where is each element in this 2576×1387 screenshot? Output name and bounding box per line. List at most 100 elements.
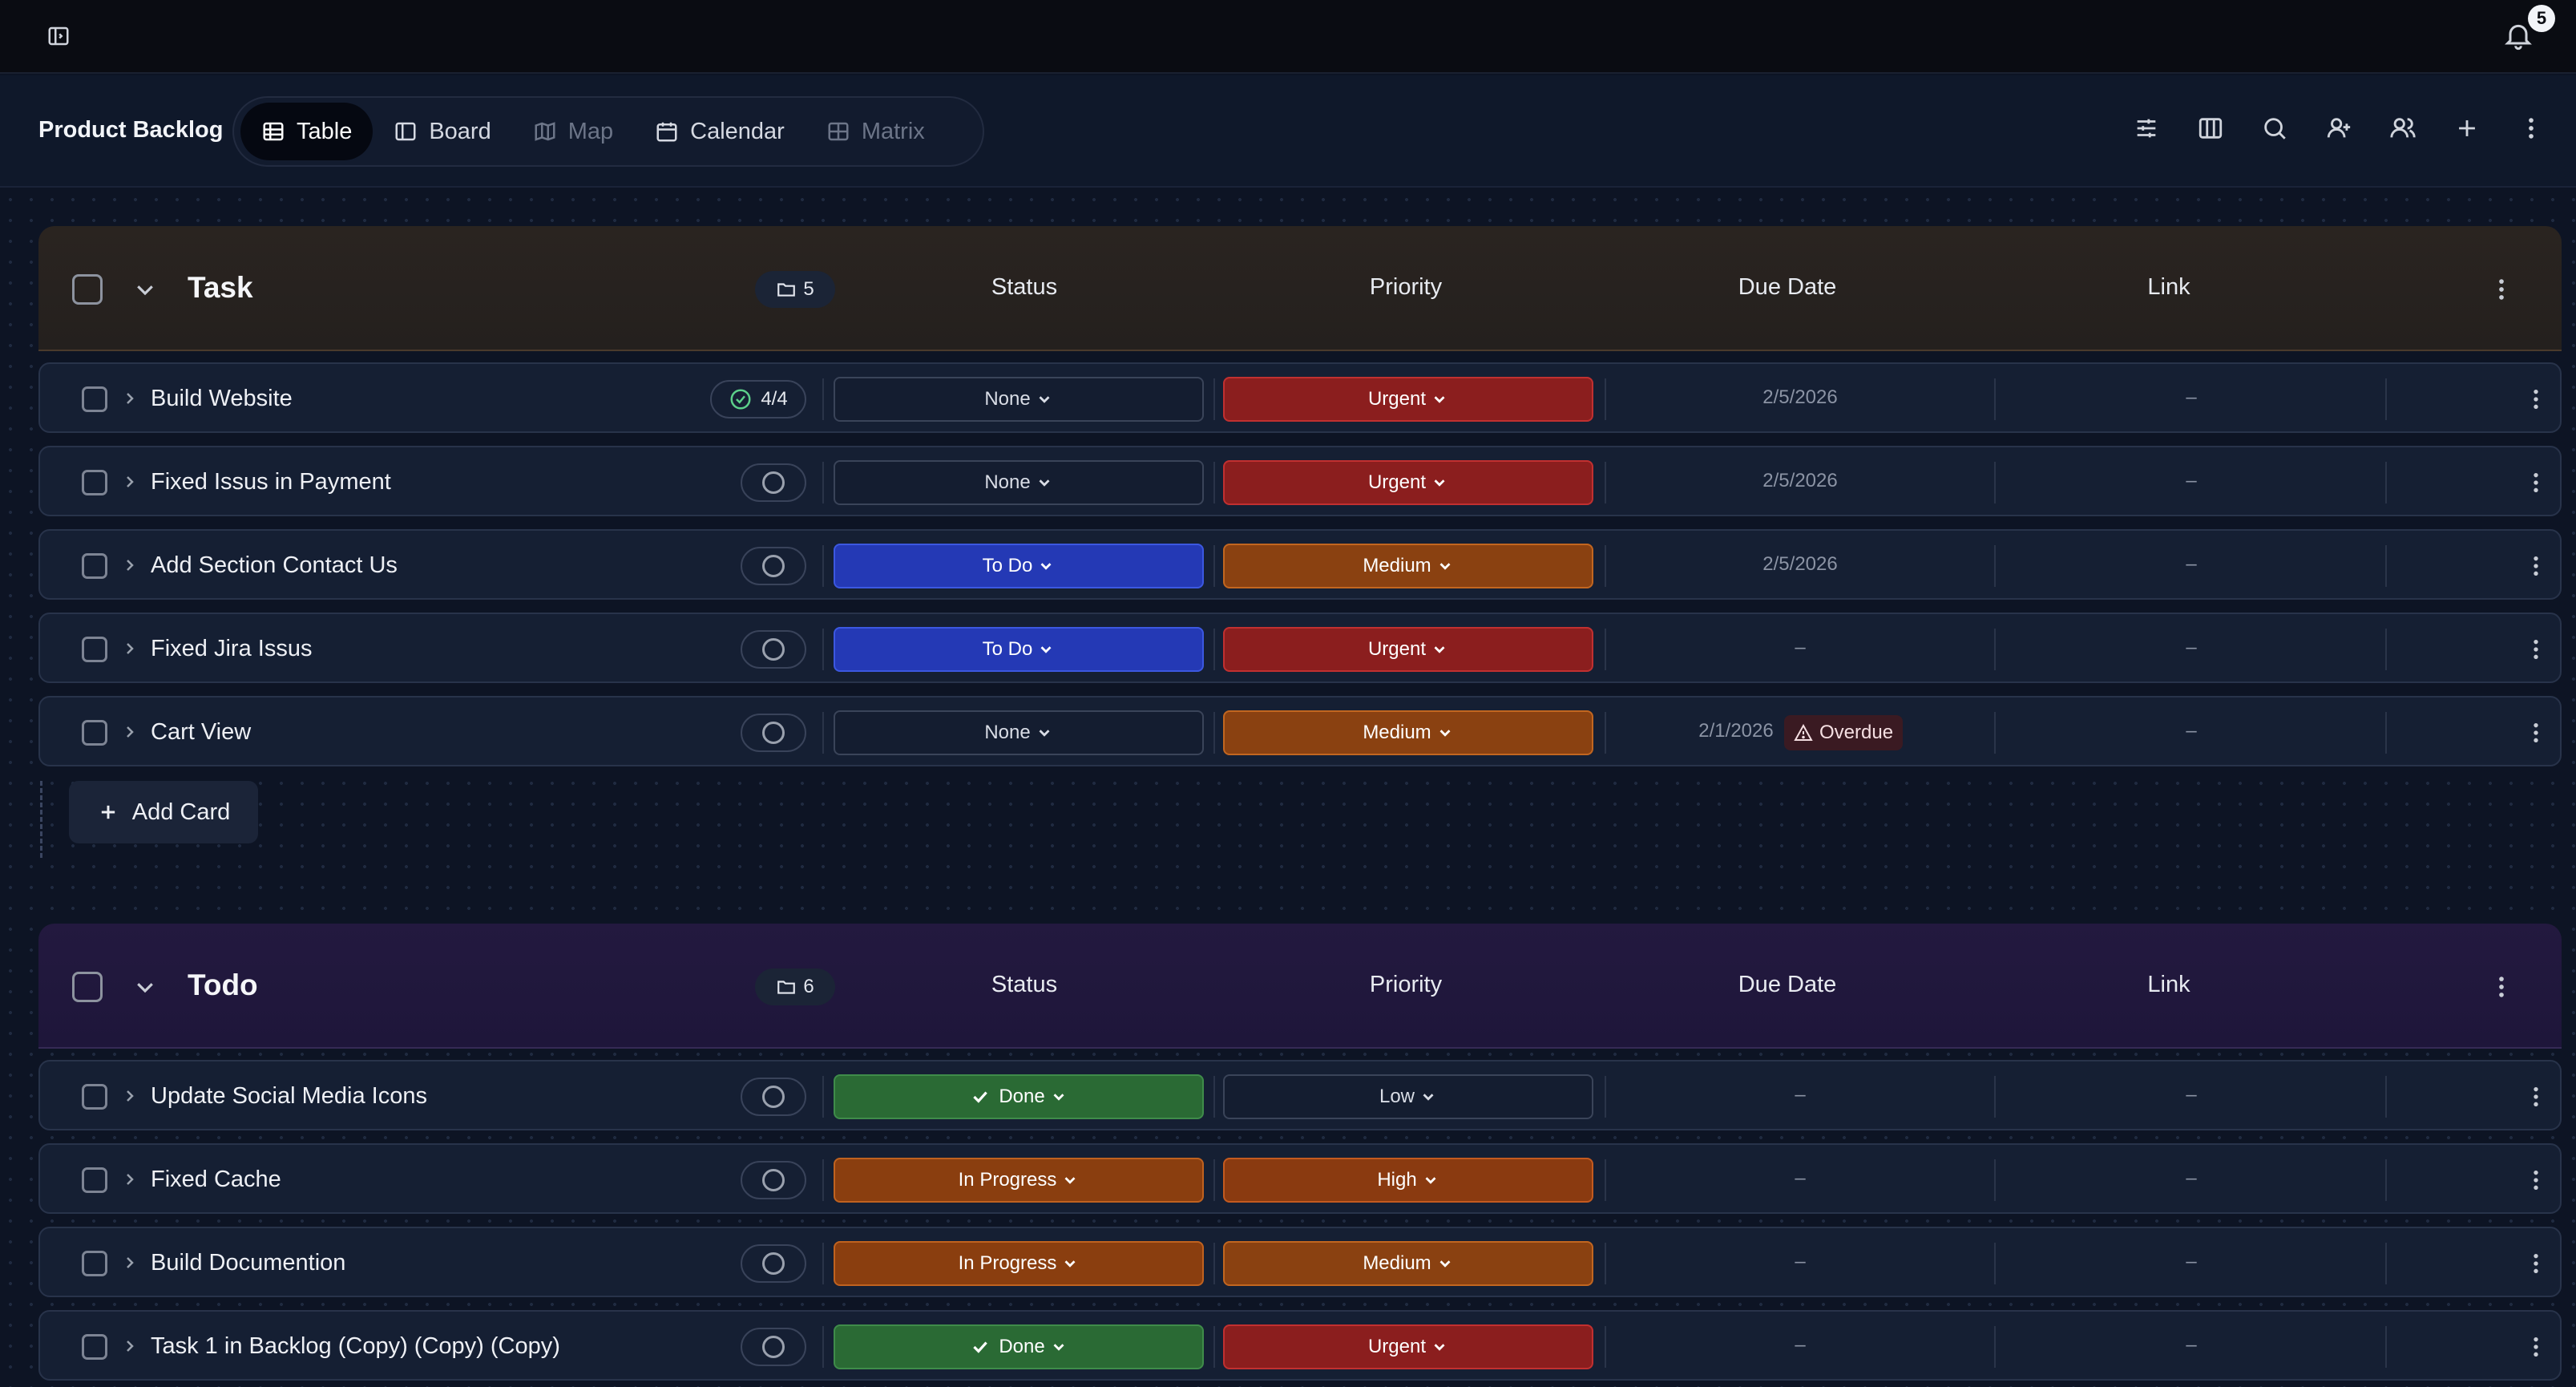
link-value[interactable]: –	[2186, 1251, 2197, 1272]
column-header-due-date[interactable]: Due Date	[1738, 274, 1837, 300]
link-value[interactable]: –	[2186, 720, 2197, 742]
table-row[interactable]: Cart View None Medium 2/1/2026 Overdue –	[38, 696, 2562, 766]
link-value[interactable]: –	[2186, 470, 2197, 491]
priority-select[interactable]: High	[1223, 1158, 1593, 1203]
row-checkbox[interactable]	[82, 1334, 107, 1360]
status-select[interactable]: In Progress	[834, 1158, 1204, 1203]
priority-select[interactable]: Medium	[1223, 544, 1593, 588]
more-vertical-icon[interactable]	[2523, 1167, 2549, 1193]
link-value[interactable]: –	[2186, 637, 2197, 658]
table-row[interactable]: Build Documention In Progress Medium – –	[38, 1227, 2562, 1297]
subtask-progress[interactable]	[741, 1078, 806, 1116]
columns-icon[interactable]	[2194, 112, 2227, 144]
status-select[interactable]: None	[834, 377, 1204, 422]
tab-calendar[interactable]: Calendar	[634, 103, 806, 160]
row-title[interactable]: Build Documention	[151, 1250, 346, 1276]
chevron-down-icon[interactable]	[133, 277, 157, 301]
column-header-priority[interactable]: Priority	[1369, 972, 1443, 997]
row-checkbox[interactable]	[82, 1251, 107, 1276]
more-vertical-icon[interactable]	[2523, 720, 2549, 746]
status-select[interactable]: None	[834, 460, 1204, 505]
column-header-link[interactable]: Link	[2147, 274, 2190, 300]
tab-board[interactable]: Board	[373, 103, 511, 160]
search-icon[interactable]	[2259, 112, 2291, 144]
subtask-progress[interactable]	[741, 1244, 806, 1283]
priority-select[interactable]: Urgent	[1223, 627, 1593, 672]
more-vertical-icon[interactable]	[2523, 553, 2549, 579]
chevron-down-icon[interactable]	[133, 975, 157, 999]
chevron-right-icon[interactable]	[120, 389, 139, 408]
priority-select[interactable]: Medium	[1223, 1241, 1593, 1286]
row-checkbox[interactable]	[82, 1084, 107, 1110]
chevron-right-icon[interactable]	[120, 1086, 139, 1106]
due-date[interactable]: –	[1795, 1167, 1806, 1189]
more-vertical-icon[interactable]	[2488, 276, 2515, 303]
row-checkbox[interactable]	[82, 637, 107, 662]
chevron-right-icon[interactable]	[120, 1253, 139, 1272]
add-card-button[interactable]: Add Card	[69, 781, 258, 843]
table-row[interactable]: Update Social Media Icons Done Low – –	[38, 1060, 2562, 1130]
subtask-progress[interactable]	[741, 1161, 806, 1199]
tab-map[interactable]: Map	[512, 103, 634, 160]
group-select-checkbox[interactable]	[72, 274, 103, 305]
priority-select[interactable]: Urgent	[1223, 460, 1593, 505]
row-checkbox[interactable]	[82, 720, 107, 746]
more-vertical-icon[interactable]	[2523, 386, 2549, 412]
column-header-due-date[interactable]: Due Date	[1738, 972, 1837, 997]
due-date[interactable]: –	[1795, 1251, 1806, 1272]
chevron-right-icon[interactable]	[120, 1170, 139, 1189]
column-header-priority[interactable]: Priority	[1369, 274, 1443, 300]
column-header-link[interactable]: Link	[2147, 972, 2190, 997]
due-date[interactable]: –	[1795, 637, 1806, 658]
due-date[interactable]: –	[1795, 1084, 1806, 1106]
users-icon[interactable]	[2387, 112, 2419, 144]
priority-select[interactable]: Medium	[1223, 710, 1593, 755]
column-header-status[interactable]: Status	[991, 274, 1058, 300]
table-row[interactable]: Build Website 4/4 None Urgent 2/5/2026 –	[38, 362, 2562, 433]
due-date[interactable]: 2/5/2026	[1762, 386, 1838, 408]
more-vertical-icon[interactable]	[2523, 637, 2549, 662]
more-vertical-icon[interactable]	[2488, 973, 2515, 1001]
column-header-status[interactable]: Status	[991, 972, 1058, 997]
link-value[interactable]: –	[2186, 1334, 2197, 1356]
subtask-progress[interactable]: 4/4	[710, 380, 806, 419]
due-date[interactable]: 2/5/2026	[1762, 470, 1838, 491]
row-title[interactable]: Build Website	[151, 386, 293, 411]
status-select[interactable]: In Progress	[834, 1241, 1204, 1286]
filter-icon[interactable]	[2130, 112, 2162, 144]
row-checkbox[interactable]	[82, 386, 107, 412]
row-title[interactable]: Fixed Cache	[151, 1167, 281, 1192]
due-date[interactable]: 2/5/2026	[1762, 553, 1838, 575]
row-title[interactable]: Fixed Issus in Payment	[151, 469, 391, 495]
plus-icon[interactable]	[2451, 112, 2483, 144]
table-row[interactable]: Add Section Contact Us To Do Medium 2/5/…	[38, 529, 2562, 600]
status-select[interactable]: Done	[834, 1324, 1204, 1369]
chevron-right-icon[interactable]	[120, 639, 139, 658]
subtask-progress[interactable]	[741, 714, 806, 752]
notification-bell-icon[interactable]	[2502, 19, 2534, 51]
chevron-right-icon[interactable]	[120, 556, 139, 575]
priority-select[interactable]: Low	[1223, 1074, 1593, 1119]
status-select[interactable]: To Do	[834, 627, 1204, 672]
subtask-progress[interactable]	[741, 1328, 806, 1366]
add-user-icon[interactable]	[2323, 112, 2355, 144]
status-select[interactable]: None	[834, 710, 1204, 755]
row-title[interactable]: Cart View	[151, 719, 252, 745]
due-date[interactable]: 2/1/2026	[1698, 720, 1774, 742]
priority-select[interactable]: Urgent	[1223, 1324, 1593, 1369]
more-vertical-icon[interactable]	[2523, 470, 2549, 495]
status-select[interactable]: To Do	[834, 544, 1204, 588]
more-vertical-icon[interactable]	[2523, 1084, 2549, 1110]
due-date[interactable]: –	[1795, 1334, 1806, 1356]
row-title[interactable]: Fixed Jira Issus	[151, 636, 313, 661]
chevron-right-icon[interactable]	[120, 1336, 139, 1356]
more-vertical-icon[interactable]	[2523, 1334, 2549, 1360]
more-vertical-icon[interactable]	[2523, 1251, 2549, 1276]
row-checkbox[interactable]	[82, 470, 107, 495]
subtask-progress[interactable]	[741, 630, 806, 669]
row-checkbox[interactable]	[82, 553, 107, 579]
link-value[interactable]: –	[2186, 1167, 2197, 1189]
tab-matrix[interactable]: Matrix	[806, 103, 946, 160]
row-checkbox[interactable]	[82, 1167, 107, 1193]
link-value[interactable]: –	[2186, 1084, 2197, 1106]
